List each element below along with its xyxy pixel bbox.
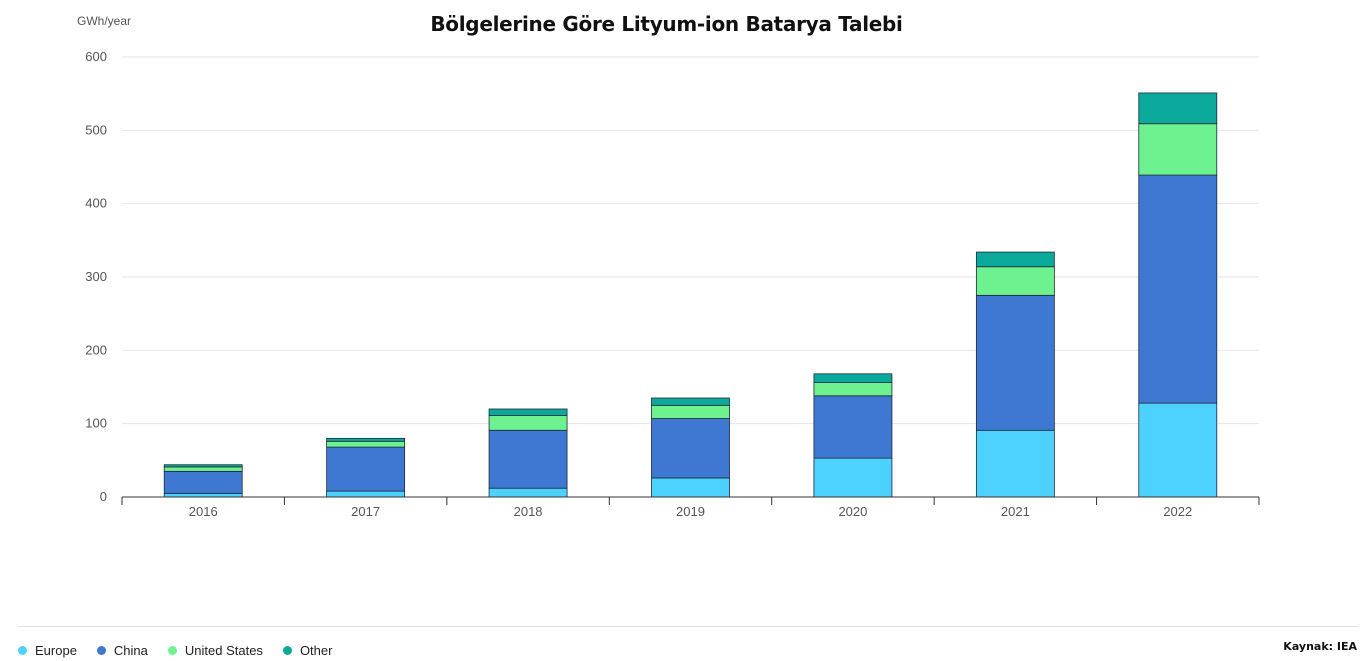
source-note: Kaynak: IEA [1283, 640, 1357, 653]
bar-2020-other[interactable] [813, 373, 893, 383]
legend: Europe China United States Other [18, 643, 352, 658]
axis-labels: 0 100 200 300 400 500 600 GWh/year 2016 2017 2018 2… [77, 14, 1192, 519]
bar-2022-united-states[interactable] [1138, 123, 1218, 176]
legend-item-europe[interactable]: Europe [18, 643, 77, 658]
bar-2019-china[interactable] [651, 418, 730, 479]
bar-2016-china[interactable] [163, 470, 243, 494]
grid-lines [122, 56, 1259, 425]
bar-2016-united-states[interactable] [163, 466, 243, 472]
x-tick-label-2020: 2020 [838, 504, 867, 519]
x-tick-label-2022: 2022 [1163, 504, 1192, 519]
chart-title: Bölgelerine Göre Lityum-ion Batarya Tale… [430, 12, 903, 36]
x-tick-label-2016: 2016 [189, 504, 218, 519]
chart-plot: 0 100 200 300 400 500 600 GWh/year 2016 2017 2018 2… [77, 14, 1260, 519]
bar-2022-china[interactable] [1138, 174, 1218, 404]
bar-2018-other[interactable] [488, 408, 568, 416]
legend-label-china: China [113, 643, 148, 658]
bar-2017-europe[interactable] [326, 490, 406, 498]
y-tick-label-0: 0 [100, 489, 107, 504]
bar-2019-europe[interactable] [651, 477, 730, 498]
y-tick-label-400: 400 [85, 196, 107, 211]
x-tick-label-2018: 2018 [514, 504, 543, 519]
y-unit-label: GWh/year [77, 14, 131, 28]
y-tick-label-600: 600 [85, 49, 107, 64]
bar-2020-europe[interactable] [813, 457, 893, 498]
bar-2022-europe[interactable] [1138, 402, 1218, 498]
y-tick-label-300: 300 [85, 269, 107, 284]
y-tick-label-100: 100 [85, 416, 107, 431]
bar-2018-united-states[interactable] [488, 415, 568, 431]
bar-2021-united-states[interactable] [975, 266, 1055, 296]
legend-swatch-china [96, 646, 106, 655]
bar-2019-other[interactable] [651, 397, 730, 406]
legend-label-other: Other [299, 643, 333, 658]
bar-2020-china[interactable] [813, 395, 893, 459]
bar-2017-united-states[interactable] [326, 440, 406, 448]
legend-item-other[interactable]: Other [282, 643, 333, 658]
bar-2018-europe[interactable] [488, 487, 568, 498]
bar-2017-china[interactable] [326, 446, 406, 492]
x-tick-label-2021: 2021 [1001, 504, 1030, 519]
bar-2019-united-states[interactable] [651, 404, 730, 419]
bar-2022-other[interactable] [1138, 92, 1218, 125]
bar-2017-other[interactable] [326, 437, 406, 442]
bar-2021-other[interactable] [975, 251, 1055, 268]
x-tick-label-2017: 2017 [351, 504, 380, 519]
legend-item-united-states[interactable]: United States [167, 643, 263, 658]
legend-swatch-europe [18, 646, 27, 655]
bar-2016-europe[interactable] [163, 492, 243, 498]
legend-item-china[interactable]: China [96, 643, 148, 658]
y-tick-label-200: 200 [85, 342, 107, 357]
legend-swatch-other [282, 646, 292, 655]
bar-2021-china[interactable] [975, 294, 1055, 431]
footer-divider [18, 626, 1359, 627]
x-axis [121, 496, 1260, 505]
legend-label-united-states: United States [184, 643, 263, 658]
legend-swatch-united-states [167, 646, 177, 655]
legend-label-europe: Europe [35, 643, 77, 658]
bar-2020-united-states[interactable] [813, 382, 893, 397]
y-tick-label-500: 500 [85, 122, 107, 137]
bars [163, 92, 1218, 498]
bar-2021-europe[interactable] [975, 429, 1055, 498]
bar-2016-other[interactable] [163, 464, 243, 468]
bar-2018-china[interactable] [488, 429, 568, 489]
x-tick-label-2019: 2019 [676, 504, 705, 519]
